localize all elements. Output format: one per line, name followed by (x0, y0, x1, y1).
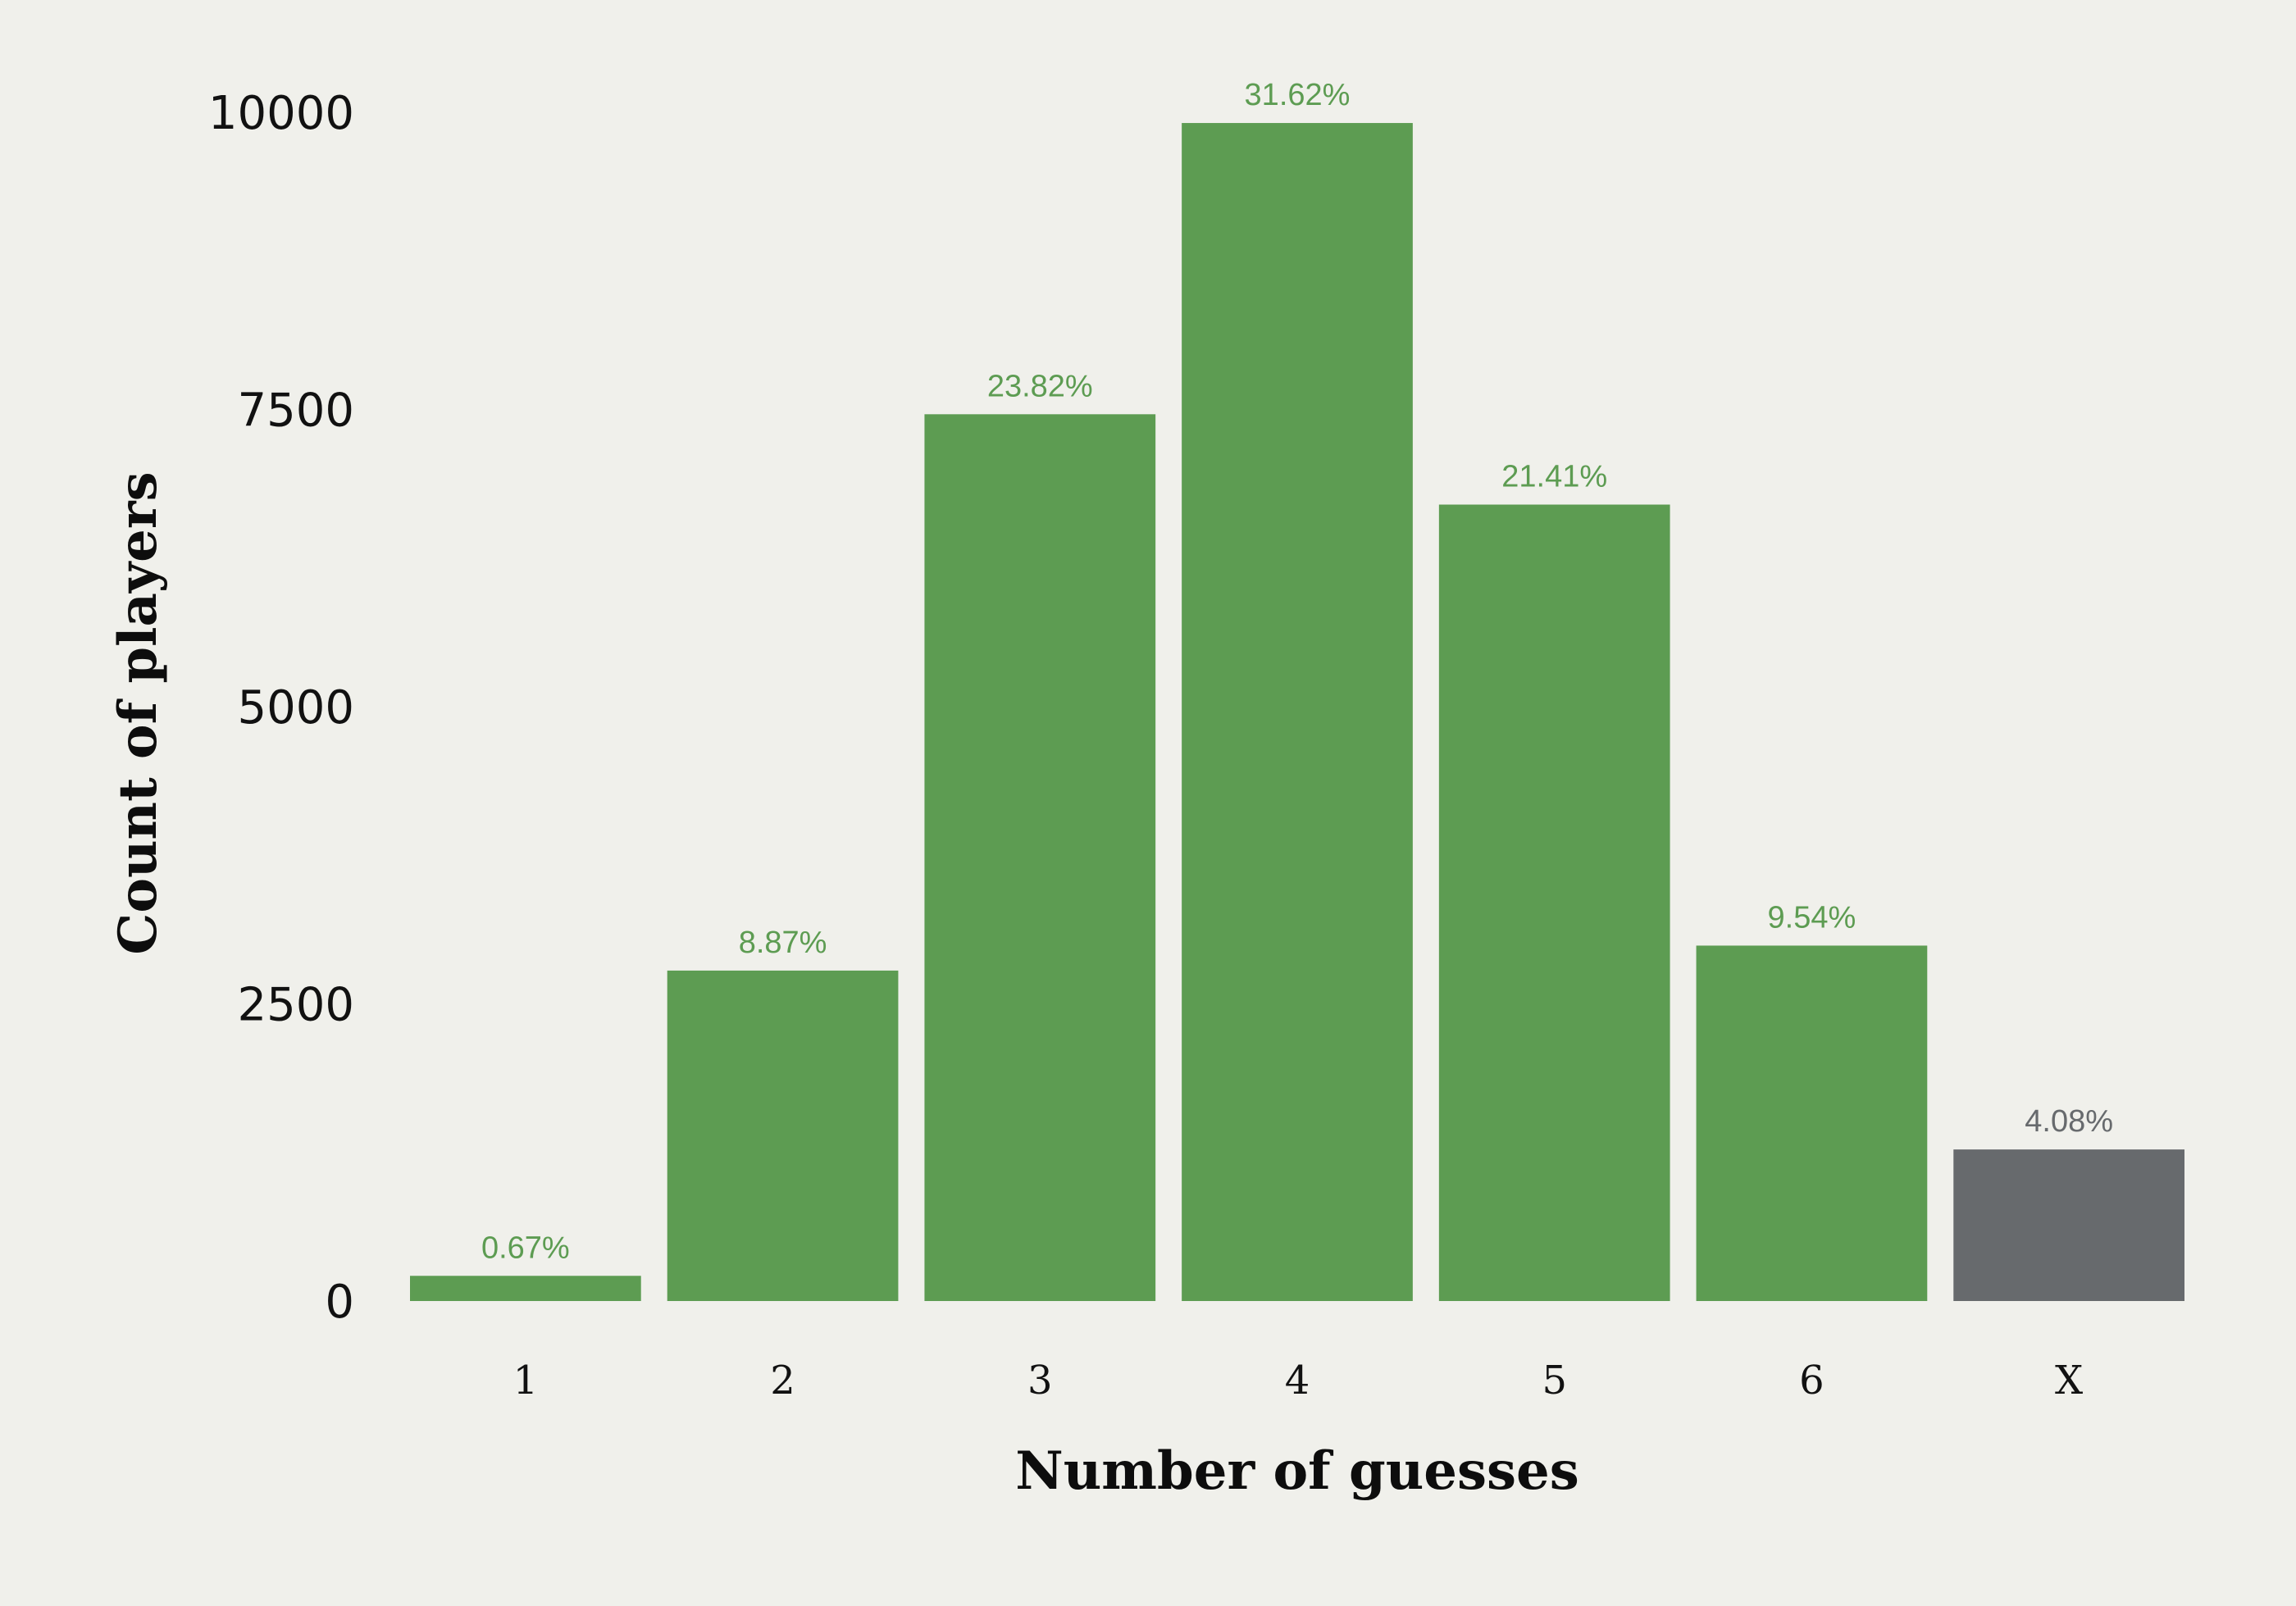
x-axis-ticks: 1 2 3 4 5 6 X (513, 1358, 2084, 1404)
y-tick-label: 2500 (237, 979, 354, 1032)
bar-4 (1182, 123, 1413, 1301)
y-tick-label: 5000 (237, 681, 354, 735)
x-tick-label: 4 (1285, 1358, 1310, 1404)
x-tick-label: 3 (1027, 1358, 1053, 1404)
bar-percent-label: 31.62% (1245, 78, 1351, 112)
y-tick-label: 0 (325, 1276, 354, 1329)
bars (410, 123, 2184, 1301)
y-axis-ticks: 0 2500 5000 7500 10000 (208, 87, 354, 1329)
x-tick-label: 1 (513, 1358, 539, 1404)
bar-5 (1438, 504, 1670, 1301)
bar-percent-label: 4.08% (2025, 1104, 2113, 1139)
bar-3 (924, 414, 1156, 1301)
bar-6 (1696, 945, 1928, 1301)
x-tick-label: 2 (770, 1358, 795, 1404)
y-tick-label: 7500 (237, 384, 354, 438)
x-tick-label: 6 (1799, 1358, 1824, 1404)
bar-x (1953, 1149, 2184, 1301)
bar-2 (667, 970, 899, 1301)
bar-1 (410, 1276, 641, 1301)
bar-percent-label: 8.87% (739, 926, 827, 960)
x-axis-title: Number of guesses (1015, 1440, 1579, 1502)
y-axis-title: Count of players (107, 471, 169, 954)
x-tick-label: 5 (1542, 1358, 1567, 1404)
bar-percent-label: 9.54% (1768, 900, 1856, 935)
bar-percent-label: 21.41% (1501, 460, 1607, 494)
bar-percent-label: 0.67% (481, 1231, 570, 1265)
bar-percent-label: 23.82% (987, 369, 1093, 403)
y-tick-label: 10000 (208, 87, 354, 140)
bar-percent-labels: 0.67% 8.87% 23.82% 31.62% 21.41% 9.54% 4.08% (481, 78, 2113, 1265)
x-tick-label: X (2055, 1358, 2083, 1404)
